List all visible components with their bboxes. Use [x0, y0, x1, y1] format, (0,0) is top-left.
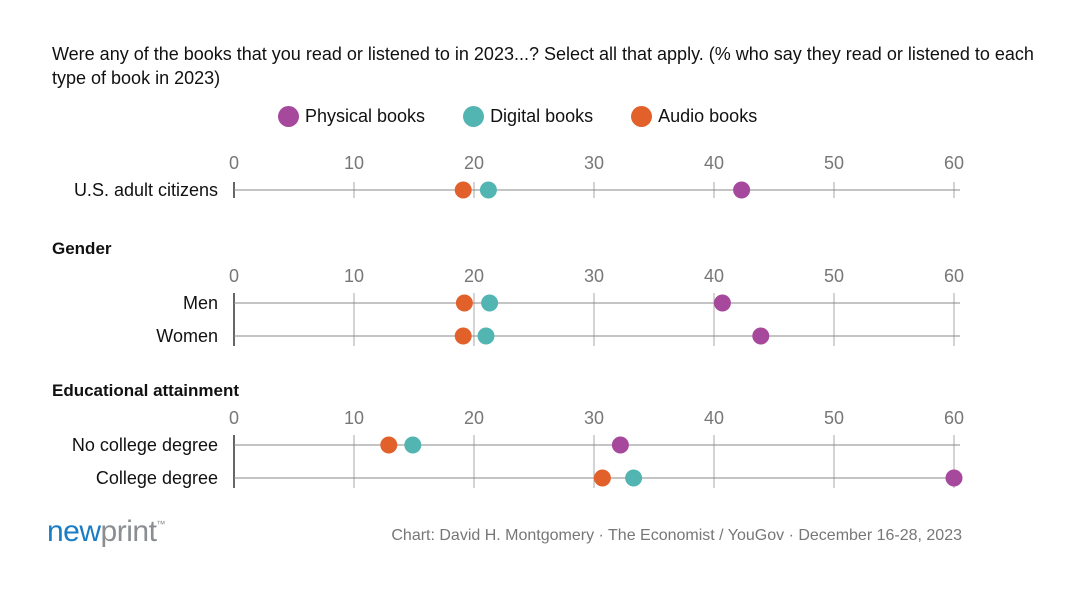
tick-label: 10 [344, 266, 364, 286]
legend-swatch [463, 106, 485, 127]
group-heading: Educational attainment [52, 381, 239, 400]
newprint-logo: newprint™ [47, 515, 165, 549]
dot-physical-books [713, 294, 731, 312]
legend-swatch [278, 106, 299, 127]
tick-label: 30 [584, 408, 604, 428]
tick-label: 60 [944, 266, 964, 286]
legend-label: Physical books [305, 106, 426, 126]
legend-item-digital: Digital books [463, 106, 593, 127]
tick-label: 0 [229, 153, 239, 173]
row-label: Men [183, 293, 218, 313]
dot-digital-books [625, 469, 643, 487]
chart-title: Were any of the books that you read or l… [52, 44, 1034, 88]
dot-digital-books [404, 436, 422, 454]
dot-audio-books [593, 469, 611, 487]
dot-physical-books [733, 181, 751, 199]
tick-label: 10 [344, 153, 364, 173]
row-label: Women [156, 326, 218, 346]
logo-text: print [100, 515, 157, 548]
legend-label: Digital books [490, 106, 594, 126]
dot-physical-books [945, 469, 963, 487]
tick-label: 30 [584, 153, 604, 173]
tick-label: 50 [824, 266, 844, 286]
legend-label: Audio books [658, 106, 758, 126]
row-label: No college degree [72, 435, 218, 455]
logo-text: new [47, 515, 101, 548]
legend-item-audio: Audio books [631, 106, 757, 127]
dot-physical-books [611, 436, 629, 454]
tick-label: 40 [704, 153, 724, 173]
tick-label: 40 [704, 408, 724, 428]
tick-label: 0 [229, 408, 239, 428]
legend: Physical books Digital books Audio books [278, 106, 757, 127]
tick-label: 0 [229, 266, 239, 286]
tick-label: 50 [824, 408, 844, 428]
legend-swatch [631, 106, 653, 127]
group-heading: Gender [52, 239, 112, 258]
dot-audio-books [455, 294, 473, 312]
dot-digital-books [481, 294, 499, 312]
row-label: College degree [96, 468, 218, 488]
tick-label: 60 [944, 408, 964, 428]
source-note: Chart: David H. Montgomery · The Economi… [391, 527, 962, 544]
tick-label: 30 [584, 266, 604, 286]
dot-physical-books [752, 327, 770, 345]
logo-tm: ™ [156, 519, 165, 529]
row-label: U.S. adult citizens [74, 180, 218, 200]
tick-label: 20 [464, 266, 484, 286]
tick-label: 10 [344, 408, 364, 428]
tick-label: 60 [944, 153, 964, 173]
dot-digital-books [479, 181, 497, 199]
tick-label: 50 [824, 153, 844, 173]
dot-digital-books [477, 327, 495, 345]
dot-audio-books [454, 181, 472, 199]
legend-item-physical: Physical books [278, 106, 425, 127]
tick-label: 40 [704, 266, 724, 286]
dot-audio-books [454, 327, 472, 345]
tick-label: 20 [464, 408, 484, 428]
dot-audio-books [380, 436, 398, 454]
tick-label: 20 [464, 153, 484, 173]
